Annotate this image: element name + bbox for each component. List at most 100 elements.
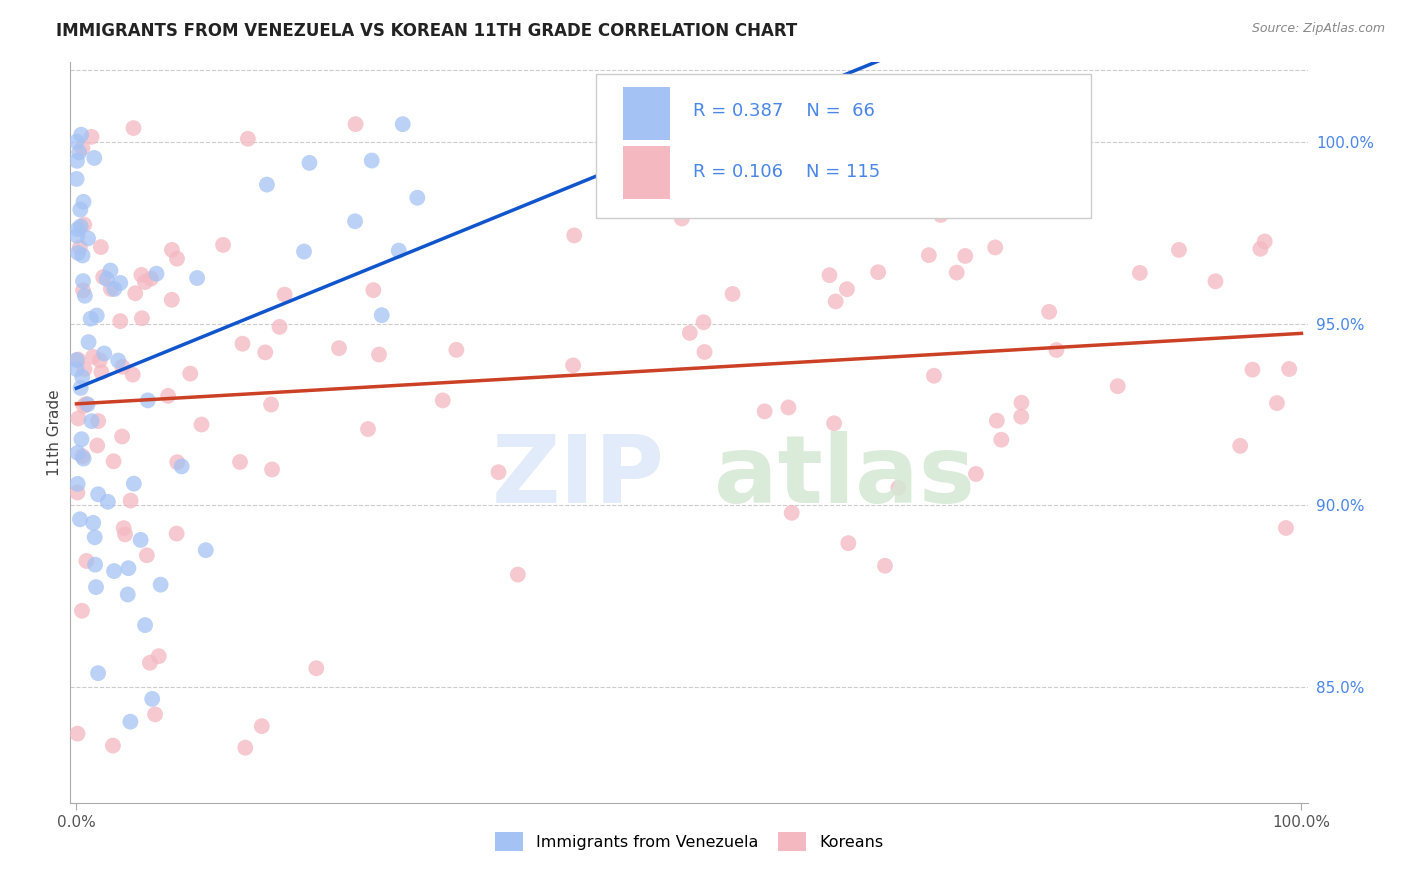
Point — [148, 649, 170, 664]
Point — [65, 362, 87, 376]
Point — [149, 577, 172, 591]
Point — [1229, 439, 1251, 453]
Point — [100, 282, 122, 296]
Point — [236, 132, 259, 146]
Point — [72, 449, 94, 463]
FancyBboxPatch shape — [623, 87, 671, 140]
Point — [66, 476, 89, 491]
Point — [363, 283, 385, 297]
Point — [76, 397, 98, 411]
Point — [101, 739, 124, 753]
Point — [887, 481, 910, 495]
Point — [1025, 193, 1047, 207]
Point — [122, 476, 145, 491]
Point — [170, 459, 193, 474]
Point — [131, 268, 153, 282]
Point — [754, 404, 776, 418]
Point — [66, 245, 89, 260]
Point — [111, 359, 134, 374]
Point — [141, 692, 163, 706]
Point — [391, 117, 413, 131]
Point — [67, 411, 90, 425]
Point — [114, 527, 136, 541]
Point — [562, 228, 585, 243]
Point — [66, 135, 89, 149]
Point — [103, 282, 125, 296]
Text: ZIP: ZIP — [491, 431, 664, 523]
Point — [135, 549, 157, 563]
Point — [69, 512, 91, 526]
Point — [1107, 379, 1129, 393]
Point — [190, 417, 212, 432]
Point — [72, 284, 94, 298]
Point — [357, 422, 380, 436]
Point — [75, 554, 97, 568]
Point — [77, 335, 100, 350]
Point — [179, 367, 201, 381]
Point — [692, 315, 714, 329]
Point — [87, 414, 110, 428]
Point — [73, 289, 96, 303]
Point — [122, 121, 145, 136]
Point — [371, 308, 394, 322]
Point — [1204, 274, 1226, 288]
Point — [432, 393, 454, 408]
Point — [721, 287, 744, 301]
Point — [929, 208, 952, 222]
Point — [260, 462, 283, 476]
Point — [86, 309, 108, 323]
Point — [360, 153, 382, 168]
Point — [96, 272, 118, 286]
Point — [83, 530, 105, 544]
Point — [73, 362, 96, 376]
Point — [693, 345, 716, 359]
Point — [986, 414, 1008, 428]
Point — [107, 353, 129, 368]
Point — [562, 359, 585, 373]
Point — [254, 345, 277, 359]
FancyBboxPatch shape — [596, 73, 1091, 218]
Point — [868, 265, 890, 279]
Point — [166, 455, 188, 469]
Point — [93, 346, 115, 360]
Point — [194, 543, 217, 558]
Point — [160, 293, 183, 307]
Point — [368, 347, 391, 361]
Point — [818, 268, 841, 282]
Point — [918, 248, 941, 262]
Point — [1168, 243, 1191, 257]
Point — [1249, 242, 1271, 256]
Point — [69, 381, 91, 395]
Point — [70, 432, 93, 446]
Point — [90, 365, 112, 379]
Point — [945, 266, 967, 280]
Point — [69, 219, 91, 234]
Point — [679, 326, 702, 340]
Point — [66, 153, 89, 168]
Point — [922, 368, 945, 383]
Point — [292, 244, 315, 259]
Point — [298, 156, 321, 170]
Point — [145, 267, 167, 281]
Point — [231, 336, 253, 351]
Point — [823, 417, 845, 431]
Point — [86, 438, 108, 452]
Point — [117, 587, 139, 601]
Point — [87, 487, 110, 501]
Point — [97, 495, 120, 509]
Text: IMMIGRANTS FROM VENEZUELA VS KOREAN 11TH GRADE CORRELATION CHART: IMMIGRANTS FROM VENEZUELA VS KOREAN 11TH… — [56, 22, 797, 40]
Point — [66, 222, 89, 236]
Point — [506, 567, 529, 582]
Point — [488, 465, 510, 479]
Point — [103, 564, 125, 578]
Point — [129, 533, 152, 547]
Point — [136, 393, 159, 408]
Point — [65, 172, 87, 186]
Point — [73, 399, 96, 413]
Point — [117, 561, 139, 575]
Point — [143, 707, 166, 722]
Point — [87, 666, 110, 681]
Point — [1045, 343, 1067, 357]
Point — [70, 370, 93, 384]
Point — [388, 244, 411, 258]
